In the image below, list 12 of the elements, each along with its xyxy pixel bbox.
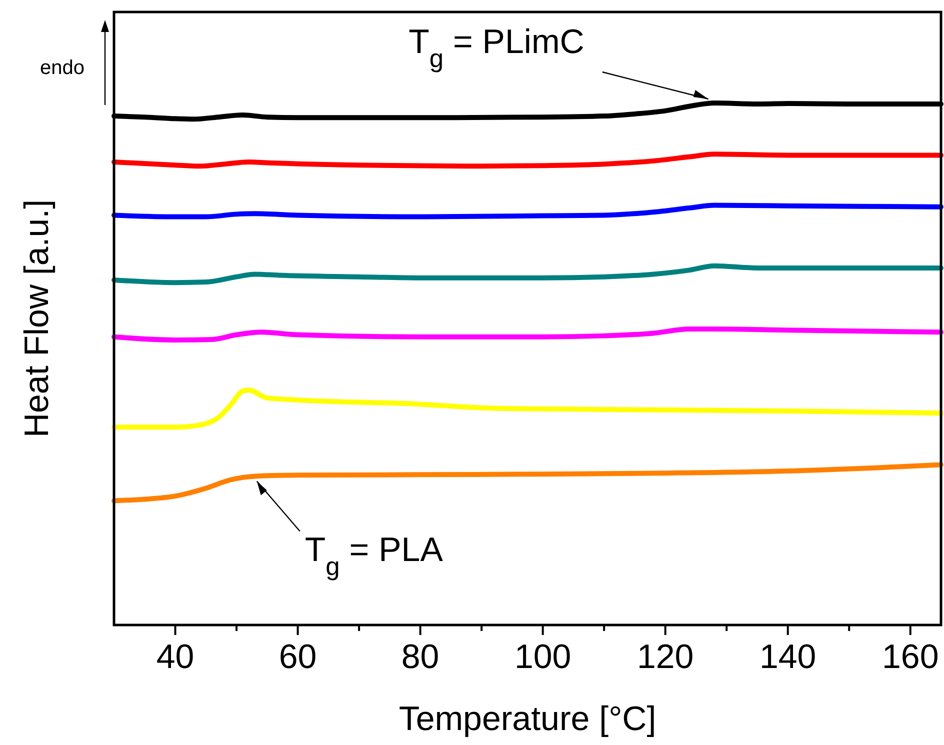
x-tick-label: 160 <box>882 638 939 676</box>
annotation: T$_{g}$ = PLimC <box>408 23 584 73</box>
text: endo <box>40 57 84 79</box>
x-tick-label: 40 <box>156 638 194 676</box>
x-tick-label: 120 <box>636 638 694 676</box>
x-tick-label: 80 <box>401 638 440 676</box>
x-axis-title: Temperature [°C] <box>398 700 656 738</box>
annotation: T$_{g}$ = PLA <box>304 531 444 582</box>
x-tick-label: 60 <box>278 638 317 676</box>
x-tick-label: 100 <box>514 638 572 676</box>
y-axis-title: Heat Flow [a.u.] <box>18 199 56 438</box>
x-tick-label: 140 <box>759 638 816 676</box>
